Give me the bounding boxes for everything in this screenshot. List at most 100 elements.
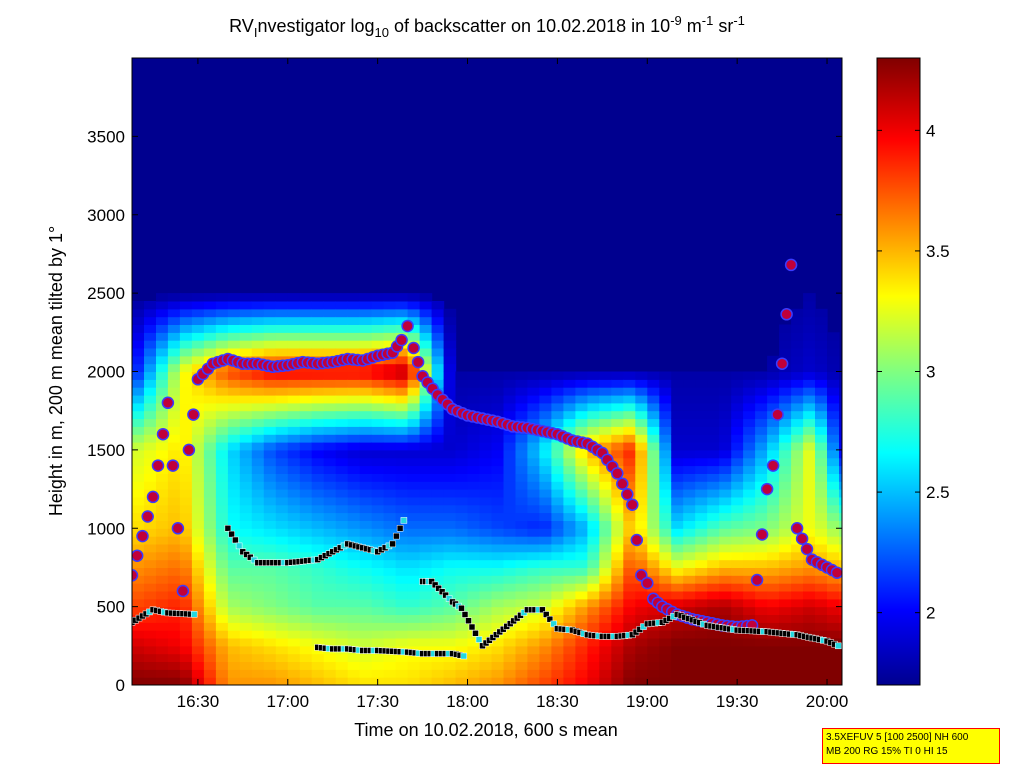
heatmap-cell xyxy=(539,575,552,584)
heatmap-cell xyxy=(575,395,588,404)
layer-square-point xyxy=(542,611,550,618)
heatmap-cell xyxy=(215,387,229,396)
heatmap-cell xyxy=(503,402,517,412)
heatmap-cell xyxy=(347,434,361,443)
heatmap-cell xyxy=(755,669,768,678)
heatmap-cell xyxy=(167,653,181,662)
heatmap-cell xyxy=(203,669,217,678)
heatmap-cell xyxy=(431,301,445,310)
heatmap-cell xyxy=(791,575,804,584)
heatmap-cell xyxy=(479,426,493,435)
heatmap-cell xyxy=(539,598,552,608)
heatmap-cell xyxy=(323,489,337,498)
heatmap-cell xyxy=(707,387,720,396)
heatmap-cell xyxy=(815,575,828,584)
heatmap-cell xyxy=(203,559,217,568)
heatmap-cell xyxy=(827,543,840,553)
heatmap-cell xyxy=(323,567,337,576)
heatmap-cell xyxy=(335,536,349,545)
layer-top-point xyxy=(621,488,634,501)
heatmap-cell xyxy=(647,449,660,459)
heatmap-cell xyxy=(156,598,169,608)
heatmap-cell xyxy=(251,418,265,427)
heatmap-cell xyxy=(743,630,756,639)
heatmap-cell xyxy=(731,457,744,467)
heatmap-cell xyxy=(599,528,612,537)
heatmap-cell xyxy=(167,340,181,349)
heatmap-cell xyxy=(144,481,157,490)
heatmap-cell xyxy=(203,575,217,584)
heatmap-cell xyxy=(659,622,672,631)
heatmap-cell xyxy=(371,489,385,498)
heatmap-cell xyxy=(455,496,469,506)
heatmap-cell xyxy=(239,591,253,600)
heatmap-cell xyxy=(275,387,289,396)
heatmap-cell xyxy=(239,504,253,514)
heatmap-cell xyxy=(575,426,588,435)
heatmap-cell xyxy=(839,457,842,467)
heatmap-cell xyxy=(395,598,409,608)
heatmap-cell xyxy=(731,591,744,600)
heatmap-cell xyxy=(191,481,205,490)
heatmap-cell xyxy=(467,379,481,388)
heatmap-cell xyxy=(239,489,253,498)
heatmap-cell xyxy=(503,583,517,592)
heatmap-cell xyxy=(731,583,744,592)
heatmap-cell xyxy=(335,559,349,568)
heatmap-cell xyxy=(311,520,325,529)
heatmap-cell xyxy=(299,575,313,584)
heatmap-cell xyxy=(743,536,756,545)
heatmap-cell xyxy=(767,520,780,529)
heatmap-cell xyxy=(395,316,409,325)
heatmap-cell xyxy=(179,363,193,373)
heatmap-cell xyxy=(575,457,588,467)
heatmap-cell xyxy=(671,536,684,545)
heatmap-cell xyxy=(839,622,842,631)
heatmap-cell xyxy=(287,653,301,662)
heatmap-cell xyxy=(179,536,193,545)
heatmap-cell xyxy=(395,473,409,482)
heatmap-cell xyxy=(239,638,253,647)
heatmap-cell xyxy=(791,591,804,600)
heatmap-cell xyxy=(275,583,289,592)
heatmap-cell xyxy=(156,567,169,576)
heatmap-cell xyxy=(767,543,780,553)
heatmap-cell xyxy=(311,669,325,678)
heatmap-cell xyxy=(647,669,660,678)
heatmap-cell xyxy=(227,465,241,474)
heatmap-cell xyxy=(407,301,421,310)
heatmap-cell xyxy=(215,379,229,388)
heatmap-cell xyxy=(156,324,169,333)
heatmap-cell xyxy=(623,512,636,521)
heatmap-cell xyxy=(527,551,540,561)
heatmap-cell xyxy=(191,442,205,451)
heatmap-cell xyxy=(779,332,792,341)
heatmap-cell xyxy=(623,583,636,592)
heatmap-cell xyxy=(491,583,505,592)
heatmap-cell xyxy=(323,496,337,506)
heatmap-cell xyxy=(215,614,229,623)
heatmap-cell xyxy=(575,567,588,576)
heatmap-cell xyxy=(203,481,217,490)
heatmap-cell xyxy=(767,575,780,584)
heatmap-cell xyxy=(227,489,241,498)
heatmap-cell xyxy=(156,473,169,482)
heatmap-cell xyxy=(563,575,576,584)
heatmap-cell xyxy=(227,473,241,482)
heatmap-cell xyxy=(335,481,349,490)
heatmap-cell xyxy=(671,512,684,521)
heatmap-cell xyxy=(671,559,684,568)
heatmap-cell xyxy=(539,528,552,537)
heatmap-cell xyxy=(395,496,409,506)
heatmap-cell xyxy=(611,543,624,553)
heatmap-cell xyxy=(767,402,780,412)
heatmap-cell xyxy=(695,543,708,553)
layer-top-point xyxy=(766,459,780,472)
heatmap-cell xyxy=(839,661,842,670)
heatmap-cell xyxy=(407,418,421,427)
heatmap-cell xyxy=(623,622,636,631)
heatmap-cell xyxy=(839,442,842,451)
heatmap-cell xyxy=(719,598,732,608)
heatmap-cell xyxy=(779,575,792,584)
colorbar-tick-label: 3.5 xyxy=(926,242,950,261)
